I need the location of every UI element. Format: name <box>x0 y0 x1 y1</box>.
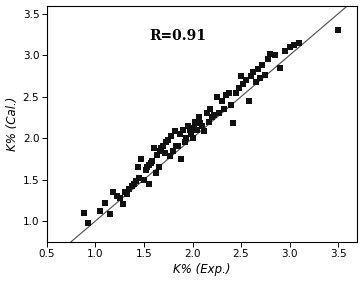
Point <box>204 111 210 116</box>
Point <box>136 176 142 180</box>
Point <box>291 43 297 48</box>
Point <box>183 136 189 140</box>
Point <box>192 119 198 124</box>
Point <box>189 136 195 140</box>
Point <box>267 51 273 56</box>
Point <box>158 148 163 153</box>
Point <box>262 73 268 77</box>
Point <box>114 194 120 198</box>
Point <box>167 154 173 158</box>
Point <box>127 187 132 192</box>
Point <box>236 86 242 91</box>
Point <box>287 45 293 49</box>
Point <box>163 151 168 155</box>
Point <box>296 41 302 45</box>
Point <box>102 201 108 205</box>
Point <box>207 107 213 111</box>
Point <box>153 171 159 175</box>
Point <box>231 121 236 125</box>
Point <box>197 121 203 125</box>
Point <box>168 134 174 139</box>
Point <box>335 28 341 33</box>
Point <box>154 152 159 157</box>
Point <box>149 159 155 164</box>
Point <box>144 165 150 169</box>
Point <box>250 70 256 74</box>
Point <box>196 115 202 120</box>
Point <box>219 99 225 103</box>
Point <box>173 144 179 149</box>
Point <box>133 179 139 183</box>
Point <box>243 78 249 82</box>
Point <box>227 90 232 95</box>
Point <box>151 146 156 150</box>
Point <box>163 140 169 144</box>
Point <box>257 76 263 81</box>
Point <box>233 90 239 95</box>
X-axis label: K% (Exp.): K% (Exp.) <box>174 263 231 276</box>
Point <box>175 144 181 149</box>
Point <box>201 129 207 134</box>
Point <box>228 103 234 107</box>
Y-axis label: K% (Cal.): K% (Cal.) <box>5 96 19 151</box>
Point <box>282 49 287 53</box>
Point <box>182 140 188 144</box>
Point <box>246 99 252 103</box>
Point <box>187 127 192 132</box>
Point <box>97 209 103 213</box>
Point <box>124 192 130 197</box>
Point <box>240 82 246 87</box>
Point <box>156 165 162 169</box>
Point <box>248 74 254 78</box>
Point <box>192 126 197 130</box>
Point <box>185 124 191 128</box>
Point <box>117 195 123 200</box>
Point <box>272 53 278 58</box>
Point <box>265 57 271 62</box>
Point <box>238 74 244 78</box>
Point <box>221 107 227 111</box>
Point <box>172 129 178 134</box>
Point <box>138 157 144 161</box>
Point <box>224 93 229 97</box>
Text: R=0.91: R=0.91 <box>149 29 206 43</box>
Point <box>146 162 152 167</box>
Point <box>85 221 91 226</box>
Point <box>214 94 220 99</box>
Point <box>107 212 113 217</box>
Point <box>180 127 186 132</box>
Point <box>178 157 184 161</box>
Point <box>135 165 141 169</box>
Point <box>166 138 171 142</box>
Point <box>206 119 212 124</box>
Point <box>143 167 149 172</box>
Point <box>260 63 265 67</box>
Point <box>110 190 116 194</box>
Point <box>131 181 137 186</box>
Point <box>195 127 200 132</box>
Point <box>170 148 176 153</box>
Point <box>159 146 164 150</box>
Point <box>160 144 166 149</box>
Point <box>122 190 127 194</box>
Point <box>188 132 193 136</box>
Point <box>141 177 147 182</box>
Point <box>216 111 222 116</box>
Point <box>120 202 126 207</box>
Point <box>277 65 283 70</box>
Point <box>199 124 205 128</box>
Point <box>146 181 152 186</box>
Point <box>148 161 154 165</box>
Point <box>81 210 87 215</box>
Point <box>177 132 183 136</box>
Point <box>209 115 215 120</box>
Point <box>130 184 135 188</box>
Point <box>256 67 261 72</box>
Point <box>253 80 258 84</box>
Point <box>211 113 217 117</box>
